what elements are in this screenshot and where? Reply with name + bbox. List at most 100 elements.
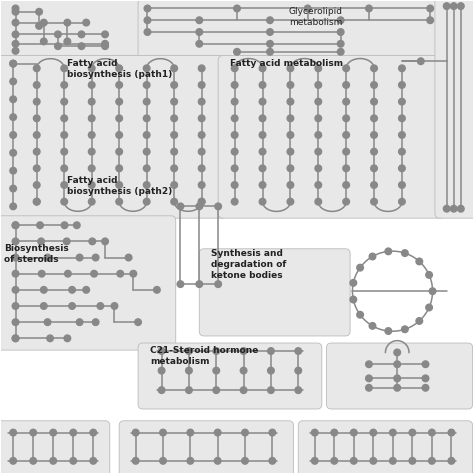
Circle shape <box>12 5 19 12</box>
Circle shape <box>198 82 205 88</box>
Circle shape <box>240 387 247 393</box>
Circle shape <box>117 270 124 277</box>
Circle shape <box>426 304 432 311</box>
Circle shape <box>385 328 392 334</box>
Circle shape <box>350 429 357 436</box>
FancyBboxPatch shape <box>435 0 474 218</box>
Circle shape <box>196 40 202 47</box>
Circle shape <box>231 132 238 138</box>
Circle shape <box>50 429 56 436</box>
Circle shape <box>12 19 19 26</box>
Circle shape <box>69 287 75 293</box>
Circle shape <box>390 429 396 436</box>
Circle shape <box>259 198 266 205</box>
Circle shape <box>143 165 150 172</box>
Circle shape <box>259 82 266 88</box>
Circle shape <box>61 115 67 122</box>
Circle shape <box>12 222 19 228</box>
Circle shape <box>350 296 356 303</box>
Circle shape <box>196 203 202 210</box>
Circle shape <box>90 429 97 436</box>
Circle shape <box>198 148 205 155</box>
Circle shape <box>198 65 205 72</box>
Circle shape <box>171 65 177 72</box>
Circle shape <box>409 457 416 464</box>
Circle shape <box>287 98 294 105</box>
FancyBboxPatch shape <box>218 55 444 218</box>
Circle shape <box>116 82 122 88</box>
Circle shape <box>10 60 17 67</box>
Circle shape <box>287 115 294 122</box>
Circle shape <box>90 457 97 464</box>
Circle shape <box>160 429 166 436</box>
Circle shape <box>89 238 96 245</box>
Circle shape <box>111 303 118 310</box>
Circle shape <box>34 165 40 172</box>
Circle shape <box>315 115 321 122</box>
Circle shape <box>343 98 349 105</box>
Circle shape <box>10 185 17 192</box>
Circle shape <box>337 29 344 36</box>
Circle shape <box>171 165 177 172</box>
Circle shape <box>143 148 150 155</box>
Circle shape <box>371 65 377 72</box>
Circle shape <box>64 335 71 342</box>
Circle shape <box>214 429 221 436</box>
Circle shape <box>10 429 17 436</box>
Circle shape <box>78 31 85 37</box>
Circle shape <box>144 17 151 24</box>
Circle shape <box>89 132 95 138</box>
Circle shape <box>10 203 17 210</box>
Circle shape <box>61 148 67 155</box>
Circle shape <box>295 367 301 374</box>
Circle shape <box>36 9 42 15</box>
Circle shape <box>40 19 47 26</box>
Circle shape <box>91 270 97 277</box>
Circle shape <box>343 182 349 188</box>
Circle shape <box>213 348 219 355</box>
Circle shape <box>34 65 40 72</box>
Circle shape <box>10 60 17 67</box>
Circle shape <box>198 165 205 172</box>
Circle shape <box>89 65 95 72</box>
Circle shape <box>331 429 337 436</box>
Circle shape <box>371 182 377 188</box>
Circle shape <box>268 367 274 374</box>
Circle shape <box>399 148 405 155</box>
Circle shape <box>158 367 165 374</box>
Circle shape <box>12 270 19 277</box>
Circle shape <box>55 43 61 49</box>
Circle shape <box>186 387 192 393</box>
Circle shape <box>371 198 377 205</box>
Circle shape <box>143 98 150 105</box>
Circle shape <box>160 457 166 464</box>
Circle shape <box>102 31 109 37</box>
Circle shape <box>198 198 205 205</box>
Circle shape <box>426 272 432 278</box>
Circle shape <box>390 457 396 464</box>
Circle shape <box>135 319 141 326</box>
Circle shape <box>259 148 266 155</box>
Circle shape <box>422 384 429 391</box>
Circle shape <box>343 198 349 205</box>
Circle shape <box>215 203 221 210</box>
Circle shape <box>240 367 247 374</box>
Circle shape <box>371 132 377 138</box>
Circle shape <box>231 198 238 205</box>
Circle shape <box>231 115 238 122</box>
Text: Fatty acid
biosynthesis (path1): Fatty acid biosynthesis (path1) <box>67 59 173 79</box>
Circle shape <box>125 254 132 261</box>
Circle shape <box>450 3 457 9</box>
Circle shape <box>116 132 122 138</box>
Circle shape <box>144 29 151 36</box>
FancyBboxPatch shape <box>327 343 473 409</box>
Circle shape <box>259 165 266 172</box>
Circle shape <box>287 65 294 72</box>
Circle shape <box>304 5 311 12</box>
Text: Synthesis and
degradation of
ketone bodies: Synthesis and degradation of ketone bodi… <box>211 249 286 280</box>
Circle shape <box>69 303 75 310</box>
Circle shape <box>416 318 423 324</box>
Circle shape <box>196 17 202 24</box>
FancyBboxPatch shape <box>0 55 228 218</box>
Circle shape <box>12 287 19 293</box>
